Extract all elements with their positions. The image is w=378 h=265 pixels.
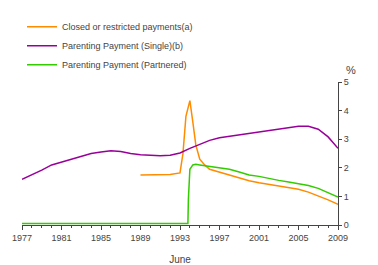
svg-text:Parenting Payment (Single)(b): Parenting Payment (Single)(b)	[62, 41, 183, 51]
svg-text:5: 5	[344, 77, 349, 87]
svg-text:1989: 1989	[130, 233, 150, 243]
svg-text:1981: 1981	[51, 233, 71, 243]
svg-text:Closed or restricted payments(: Closed or restricted payments(a)	[62, 22, 193, 32]
svg-text:4: 4	[344, 106, 349, 116]
svg-text:1: 1	[344, 192, 349, 202]
svg-text:1993: 1993	[170, 233, 190, 243]
svg-text:0: 0	[344, 220, 349, 230]
svg-text:2005: 2005	[288, 233, 308, 243]
svg-text:2: 2	[344, 163, 349, 173]
svg-text:3: 3	[344, 134, 349, 144]
svg-text:2001: 2001	[249, 233, 269, 243]
svg-text:1985: 1985	[91, 233, 111, 243]
svg-text:June: June	[169, 254, 191, 265]
svg-text:Parenting Payment (Partnered): Parenting Payment (Partnered)	[62, 60, 187, 70]
svg-text:1977: 1977	[12, 233, 32, 243]
svg-text:%: %	[346, 64, 356, 76]
svg-text:2009: 2009	[328, 233, 348, 243]
svg-text:1997: 1997	[209, 233, 229, 243]
